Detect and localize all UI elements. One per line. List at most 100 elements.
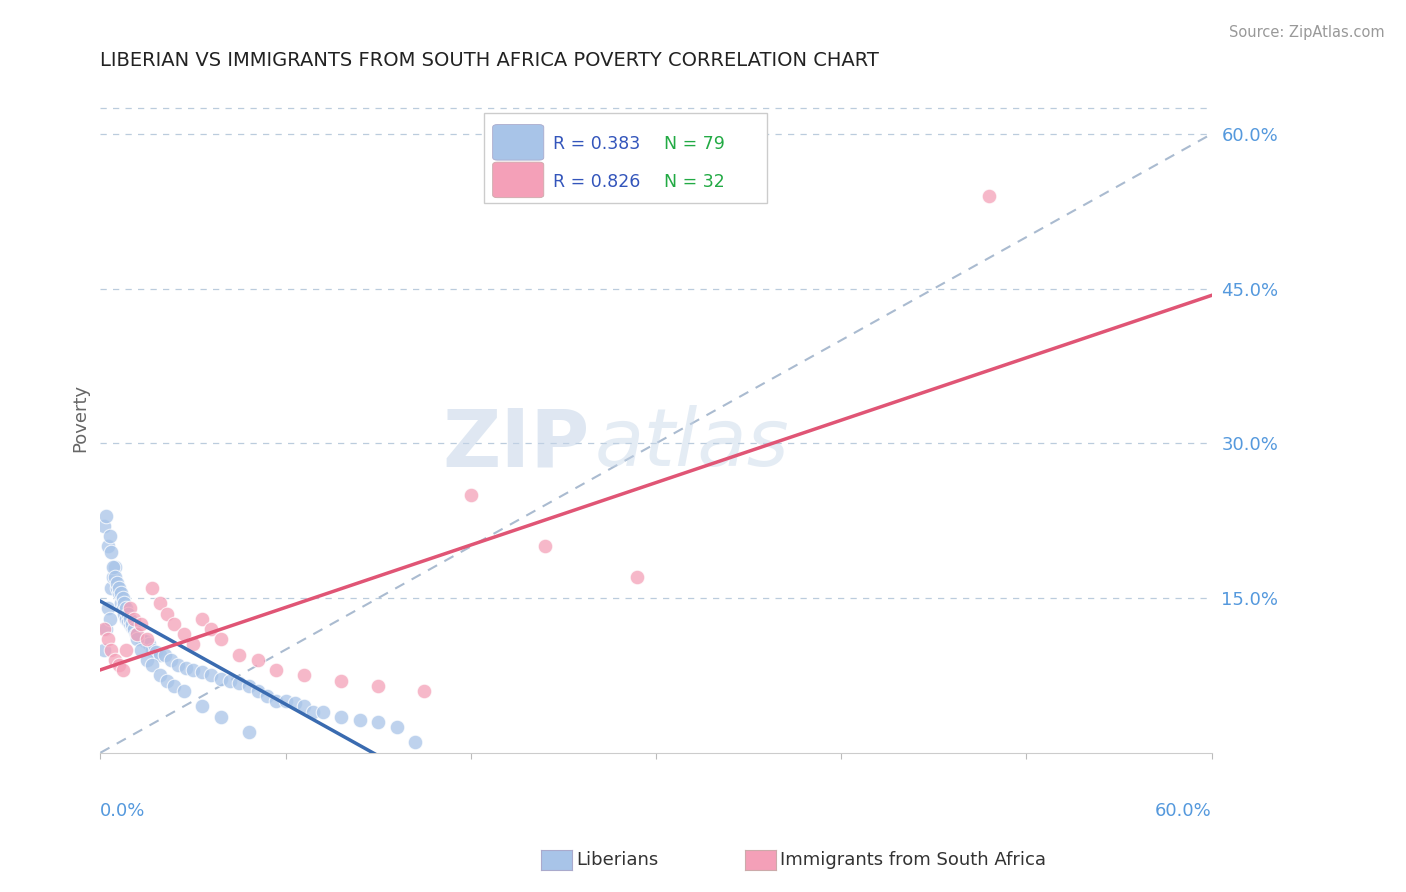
- Text: LIBERIAN VS IMMIGRANTS FROM SOUTH AFRICA POVERTY CORRELATION CHART: LIBERIAN VS IMMIGRANTS FROM SOUTH AFRICA…: [100, 51, 879, 70]
- Point: [97, 540, 120, 554]
- Point: [141, 658, 163, 673]
- Point: [118, 612, 141, 626]
- Point: [173, 627, 195, 641]
- Point: [367, 714, 389, 729]
- Point: [104, 560, 127, 574]
- Point: [117, 607, 139, 621]
- Point: [266, 694, 288, 708]
- Point: [111, 591, 134, 605]
- Point: [191, 699, 214, 714]
- Point: [385, 720, 408, 734]
- Point: [349, 713, 371, 727]
- Point: [108, 581, 131, 595]
- Point: [302, 705, 325, 719]
- Point: [330, 673, 353, 688]
- Point: [135, 653, 157, 667]
- Point: [292, 699, 315, 714]
- Point: [93, 622, 115, 636]
- Point: [108, 586, 131, 600]
- Point: [138, 638, 160, 652]
- Point: [110, 586, 132, 600]
- Point: [174, 661, 197, 675]
- Point: [266, 663, 288, 677]
- Point: [121, 620, 143, 634]
- Point: [153, 648, 176, 662]
- Text: Immigrants from South Africa: Immigrants from South Africa: [780, 851, 1046, 869]
- Point: [209, 632, 232, 647]
- Point: [100, 544, 122, 558]
- Point: [163, 679, 186, 693]
- Point: [141, 581, 163, 595]
- Point: [149, 596, 172, 610]
- Text: ZIP: ZIP: [441, 405, 589, 483]
- Point: [156, 673, 179, 688]
- Point: [98, 529, 121, 543]
- Point: [111, 663, 134, 677]
- Point: [413, 684, 436, 698]
- FancyBboxPatch shape: [492, 162, 544, 198]
- Point: [367, 679, 389, 693]
- Point: [100, 581, 122, 595]
- Point: [134, 634, 156, 648]
- Point: [238, 679, 260, 693]
- Point: [124, 624, 146, 638]
- Point: [256, 689, 278, 703]
- Point: [98, 612, 121, 626]
- Point: [228, 675, 250, 690]
- Point: [112, 596, 135, 610]
- Point: [108, 658, 131, 673]
- Point: [100, 642, 122, 657]
- Point: [122, 622, 145, 636]
- Point: [159, 653, 181, 667]
- Text: Source: ZipAtlas.com: Source: ZipAtlas.com: [1229, 25, 1385, 40]
- Text: R = 0.383: R = 0.383: [553, 135, 640, 153]
- Point: [274, 694, 297, 708]
- Point: [979, 189, 1001, 203]
- Point: [127, 627, 149, 641]
- Point: [97, 601, 120, 615]
- Point: [228, 648, 250, 662]
- Text: N = 79: N = 79: [664, 135, 724, 153]
- Y-axis label: Poverty: Poverty: [72, 384, 89, 451]
- Point: [105, 581, 128, 595]
- Point: [238, 725, 260, 739]
- Point: [105, 575, 128, 590]
- Point: [103, 570, 125, 584]
- Text: 0.0%: 0.0%: [100, 802, 146, 821]
- Text: 60.0%: 60.0%: [1154, 802, 1212, 821]
- Point: [167, 658, 190, 673]
- Point: [97, 632, 120, 647]
- Point: [149, 668, 172, 682]
- Point: [404, 735, 426, 749]
- Text: atlas: atlas: [595, 405, 790, 483]
- Point: [284, 696, 307, 710]
- Point: [112, 607, 135, 621]
- Point: [246, 653, 269, 667]
- Point: [181, 638, 204, 652]
- FancyBboxPatch shape: [484, 112, 768, 203]
- Point: [104, 570, 127, 584]
- Point: [460, 488, 482, 502]
- Point: [200, 622, 222, 636]
- Point: [129, 616, 152, 631]
- Point: [129, 642, 152, 657]
- Point: [122, 622, 145, 636]
- Point: [156, 607, 179, 621]
- Point: [173, 684, 195, 698]
- Point: [534, 540, 557, 554]
- Point: [94, 622, 117, 636]
- Point: [200, 668, 222, 682]
- Point: [93, 642, 115, 657]
- Point: [219, 673, 242, 688]
- Text: Liberians: Liberians: [576, 851, 658, 869]
- Point: [127, 632, 149, 647]
- Point: [145, 645, 167, 659]
- Point: [209, 672, 232, 686]
- Point: [93, 519, 115, 533]
- Point: [129, 632, 152, 647]
- Text: N = 32: N = 32: [664, 172, 724, 191]
- FancyBboxPatch shape: [492, 125, 544, 161]
- Point: [111, 601, 134, 615]
- Point: [181, 663, 204, 677]
- Point: [141, 642, 163, 657]
